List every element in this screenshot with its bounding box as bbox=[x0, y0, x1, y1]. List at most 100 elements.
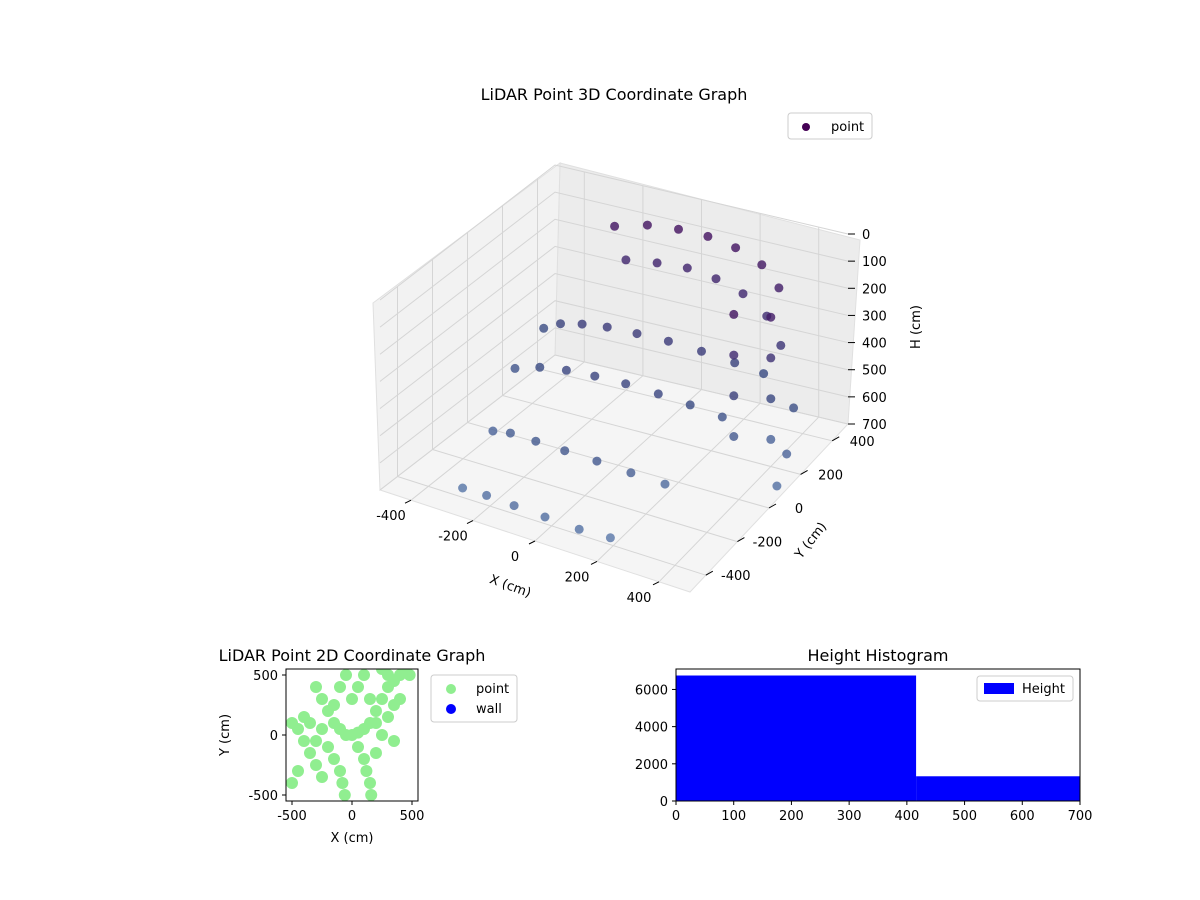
x-tick-label: 500 bbox=[400, 809, 425, 824]
point-2d bbox=[370, 747, 382, 759]
point-3d bbox=[697, 346, 706, 356]
y-tick-mark bbox=[831, 436, 840, 442]
point-3d bbox=[621, 379, 631, 389]
y-tick-label: 0 bbox=[795, 502, 803, 517]
point-3d bbox=[592, 456, 602, 466]
point-3d bbox=[772, 481, 782, 491]
point-2d bbox=[334, 765, 346, 777]
y-tick-label: -200 bbox=[753, 536, 783, 551]
x-tick-mark bbox=[528, 540, 536, 545]
point-3d bbox=[653, 389, 663, 399]
chart-3d-legend-label: point bbox=[831, 120, 864, 135]
point-3d bbox=[757, 260, 767, 270]
grid-z bbox=[379, 300, 849, 437]
histogram-legend-label: Height bbox=[1022, 682, 1065, 697]
y-tick-mark bbox=[768, 503, 777, 509]
point-3d bbox=[663, 336, 673, 346]
z-tick-label: 100 bbox=[862, 255, 887, 270]
point-3d bbox=[621, 255, 631, 265]
grid-z bbox=[379, 191, 849, 328]
chart-3d-gridlines bbox=[379, 164, 849, 583]
point-3d bbox=[738, 289, 748, 299]
histogram-bars bbox=[676, 675, 1080, 801]
histogram-title: Height Histogram bbox=[808, 646, 949, 665]
x-tick-label: 200 bbox=[779, 809, 804, 824]
point-2d bbox=[340, 669, 352, 681]
point-3d bbox=[482, 490, 492, 500]
grid-z bbox=[379, 327, 849, 464]
point-2d bbox=[370, 717, 382, 729]
x-tick-label: 100 bbox=[721, 809, 746, 824]
point-2d bbox=[328, 699, 340, 711]
point-2d bbox=[286, 777, 298, 789]
x-tick-mark bbox=[590, 560, 598, 565]
point-2d bbox=[365, 789, 378, 801]
y-tick-label: 200 bbox=[818, 468, 843, 483]
z-tick-label: 400 bbox=[862, 337, 887, 352]
point-3d bbox=[605, 533, 615, 543]
x-tick-label: -500 bbox=[277, 809, 307, 824]
point-2d bbox=[310, 735, 322, 747]
z-tick-label: 500 bbox=[862, 364, 887, 379]
x-tick-label: 0 bbox=[348, 809, 356, 824]
point-3d bbox=[632, 329, 642, 339]
point-2d bbox=[338, 789, 351, 801]
point-3d bbox=[730, 358, 740, 368]
chart-3d-z-label: H (cm) bbox=[909, 305, 924, 349]
point-2d bbox=[403, 669, 416, 681]
y-tick-label: 2000 bbox=[635, 758, 668, 773]
point-3d bbox=[510, 363, 520, 373]
point-2d bbox=[298, 711, 310, 723]
point-3d bbox=[729, 391, 739, 401]
z-tick-label: 700 bbox=[862, 418, 887, 433]
chart-2d-ticks: -500 0 500 -500 0 500 bbox=[248, 669, 424, 824]
legend-marker-wall bbox=[446, 704, 456, 714]
point-3d bbox=[652, 258, 662, 268]
point-3d bbox=[766, 394, 776, 404]
point-3d bbox=[642, 220, 652, 230]
point-2d bbox=[334, 681, 346, 693]
point-3d bbox=[610, 221, 620, 231]
point-3d bbox=[729, 309, 739, 319]
x-tick-label: 0 bbox=[511, 550, 519, 565]
point-3d bbox=[731, 243, 741, 253]
y-tick-label: 0 bbox=[270, 729, 278, 744]
point-3d bbox=[458, 483, 468, 493]
grid-z bbox=[379, 354, 849, 491]
point-2d bbox=[360, 765, 373, 777]
chart-2d-points bbox=[286, 669, 416, 801]
histogram-bar bbox=[916, 776, 1080, 801]
y-tick-mark bbox=[800, 469, 808, 475]
point-3d bbox=[488, 426, 498, 436]
z-tick-label: 300 bbox=[862, 309, 887, 324]
point-2d bbox=[292, 765, 304, 777]
point-3d bbox=[766, 312, 776, 322]
grid-z bbox=[379, 273, 849, 409]
point-2d bbox=[316, 771, 328, 783]
point-3d bbox=[574, 524, 584, 534]
z-tick-label: 600 bbox=[862, 391, 887, 406]
chart-2d-legend-wall: wall bbox=[476, 702, 502, 717]
y-tick-label: 500 bbox=[253, 669, 278, 684]
point-2d bbox=[376, 669, 388, 675]
x-tick-label: 400 bbox=[894, 809, 919, 824]
point-3d bbox=[782, 449, 792, 459]
point-3d bbox=[561, 365, 571, 375]
y-tick-label: 0 bbox=[660, 795, 668, 810]
y-tick-label: 4000 bbox=[635, 721, 668, 736]
chart-3d-legend: point bbox=[787, 112, 873, 140]
chart-2d-title: LiDAR Point 2D Coordinate Graph bbox=[219, 646, 486, 665]
point-3d bbox=[540, 512, 550, 522]
x-tick-mark bbox=[652, 581, 660, 586]
point-3d bbox=[505, 428, 515, 438]
point-3d bbox=[577, 319, 587, 329]
chart-2d-x-label: X (cm) bbox=[331, 831, 374, 846]
histogram-legend: Height bbox=[976, 675, 1074, 702]
point-2d bbox=[292, 723, 304, 735]
point-3d bbox=[776, 340, 786, 350]
y-tick-mark bbox=[705, 570, 714, 576]
point-3d bbox=[509, 501, 519, 511]
x-tick-label: 200 bbox=[565, 570, 590, 585]
point-3d bbox=[685, 400, 695, 410]
point-2d bbox=[316, 693, 328, 705]
